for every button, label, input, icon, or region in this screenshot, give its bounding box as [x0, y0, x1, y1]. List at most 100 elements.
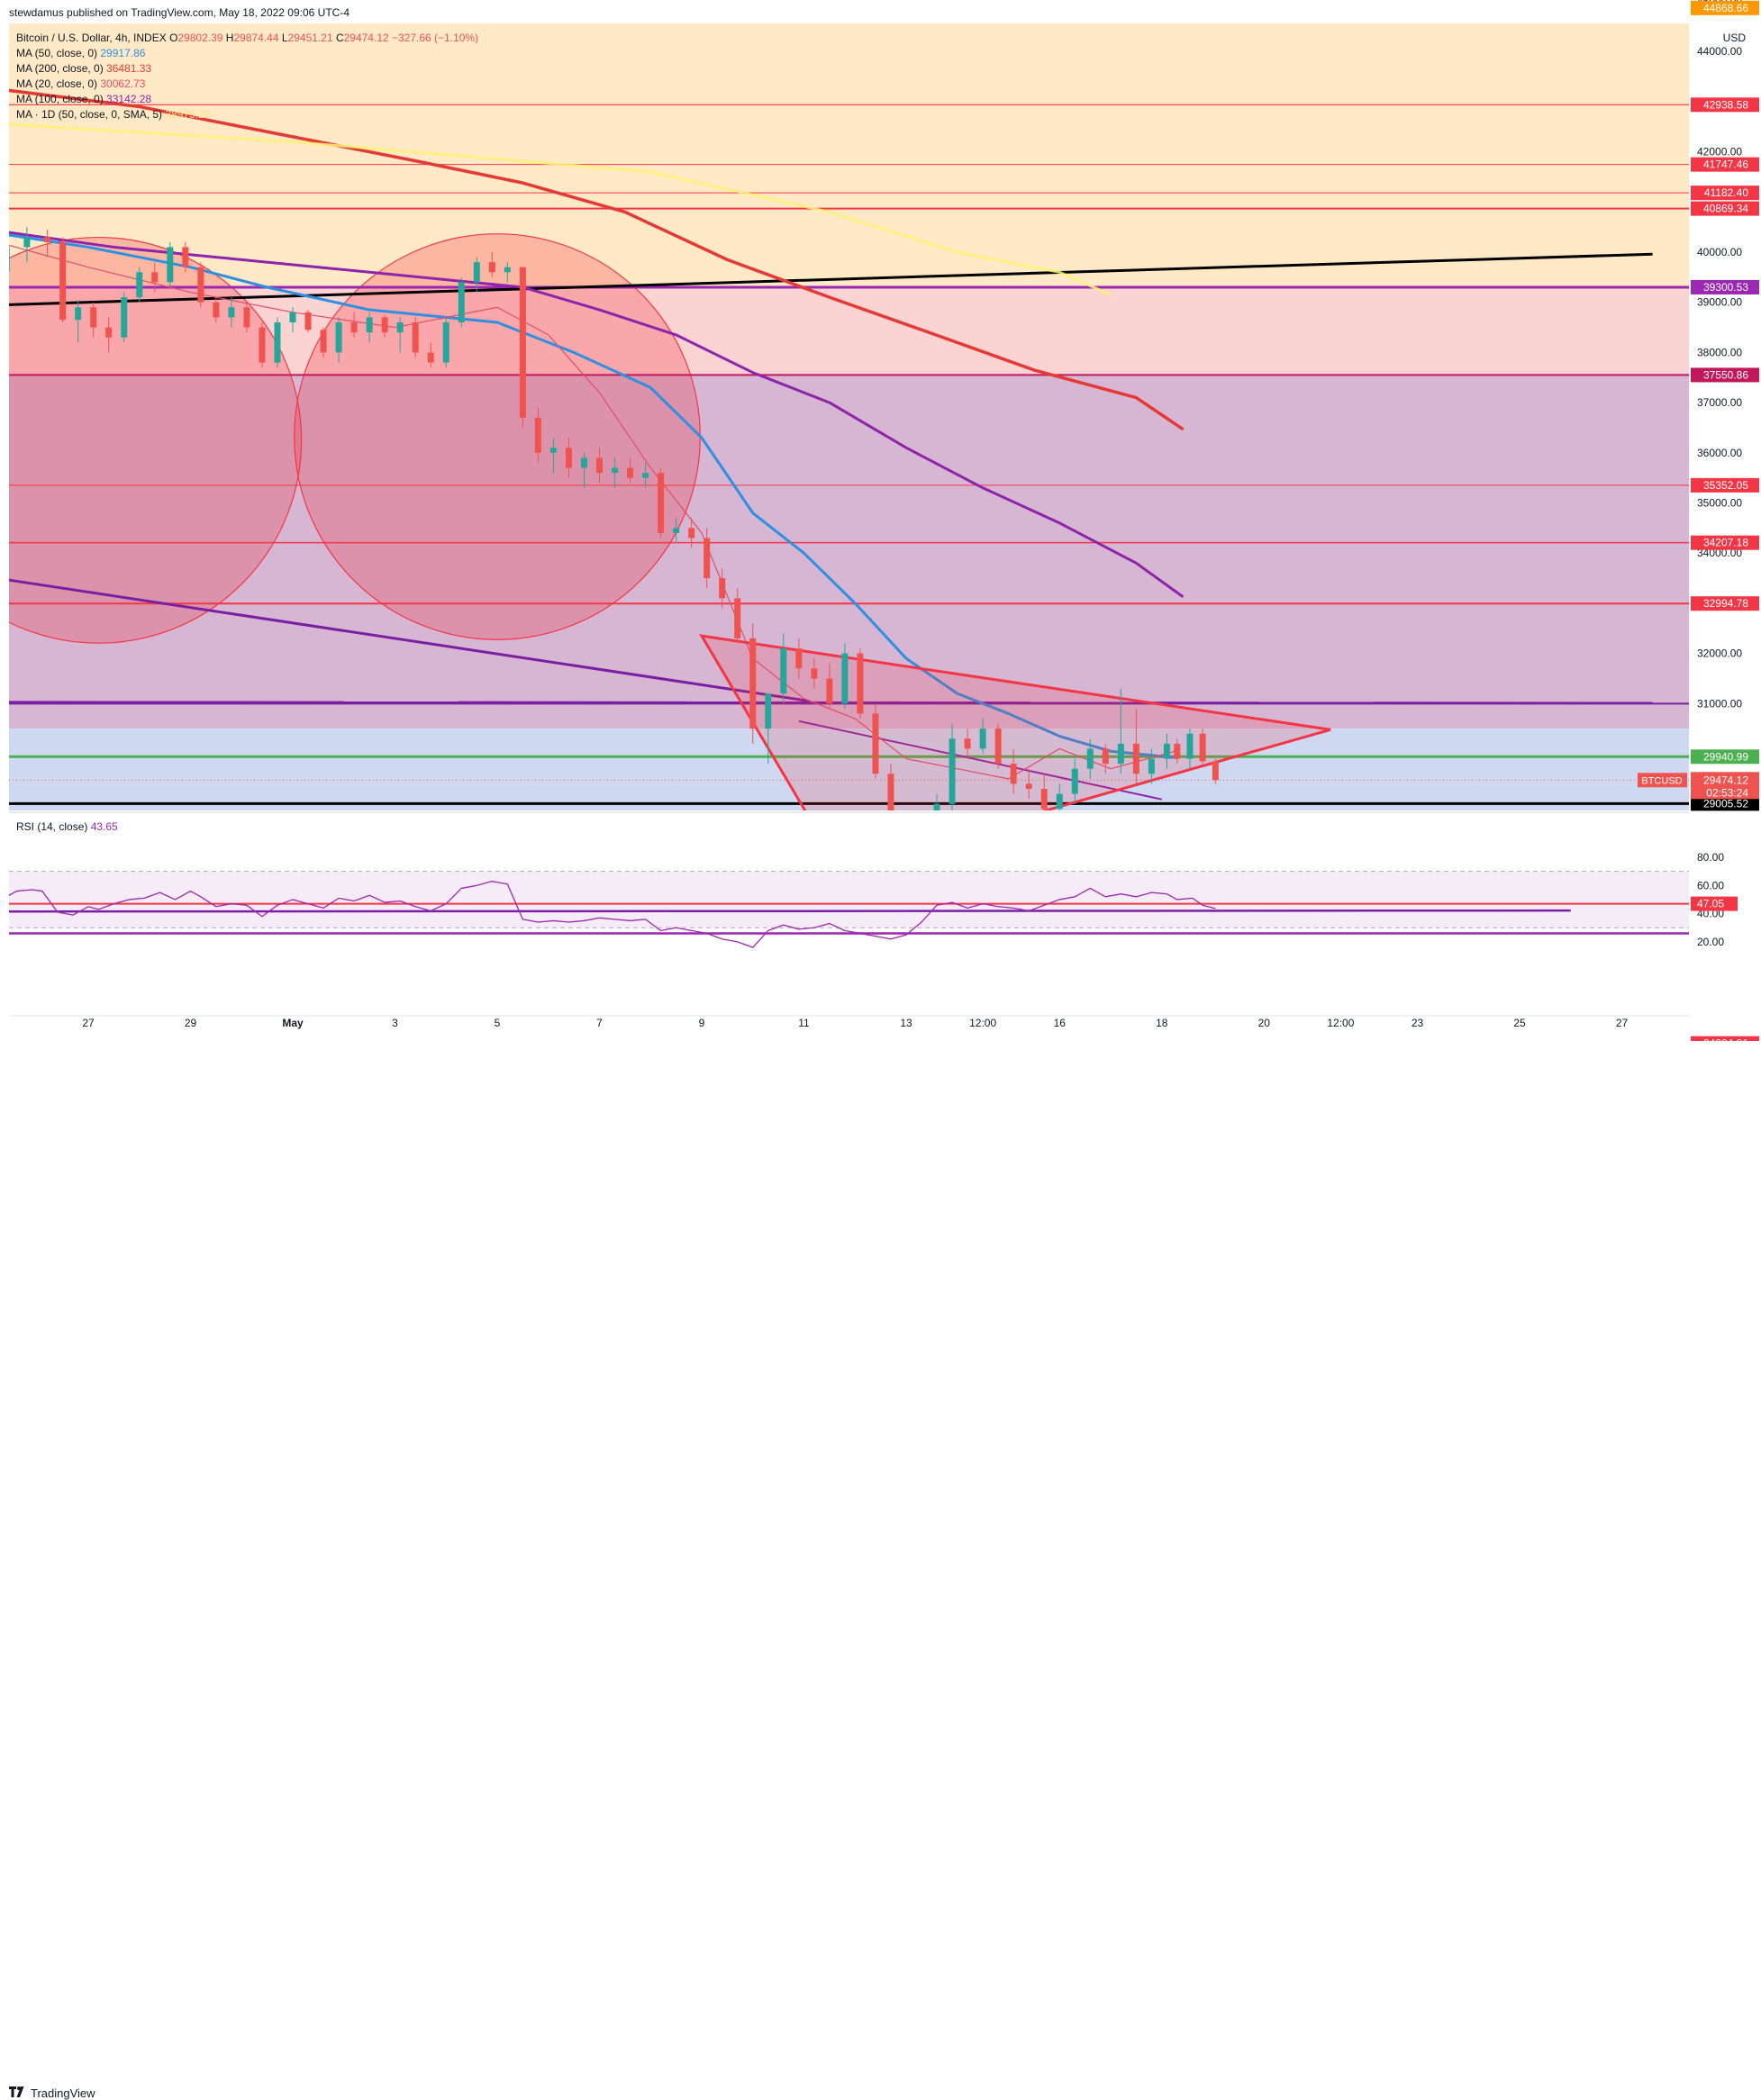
candle[interactable]: [719, 567, 726, 609]
level-price-tag[interactable]: 34207.18: [1691, 535, 1759, 550]
candle[interactable]: [243, 302, 250, 333]
candle[interactable]: [703, 528, 711, 589]
level-price-tag[interactable]: 35352.05: [1691, 477, 1759, 493]
candle[interactable]: [596, 448, 603, 484]
candle[interactable]: [167, 241, 174, 287]
candle[interactable]: [795, 638, 803, 679]
candle[interactable]: [488, 252, 495, 277]
candle[interactable]: [811, 658, 818, 689]
level-price-tag[interactable]: 42938.58: [1691, 97, 1759, 113]
level-tag-value: 40869.34: [1703, 203, 1748, 215]
candle[interactable]: [105, 317, 113, 353]
candle[interactable]: [182, 241, 189, 273]
candle[interactable]: [427, 342, 434, 368]
candle[interactable]: [335, 317, 342, 363]
candle[interactable]: [90, 302, 97, 338]
candle[interactable]: [1186, 729, 1194, 769]
candle[interactable]: [1132, 708, 1139, 784]
candle[interactable]: [565, 438, 572, 478]
candle[interactable]: [673, 518, 680, 544]
candle[interactable]: [228, 297, 235, 328]
candle[interactable]: [1025, 768, 1032, 800]
candle[interactable]: [887, 764, 894, 889]
candle[interactable]: [23, 227, 31, 263]
candle[interactable]: [658, 467, 665, 539]
candle[interactable]: [259, 321, 266, 368]
candle[interactable]: [933, 793, 940, 845]
candle[interactable]: [749, 623, 757, 744]
level-price-tag[interactable]: 29005.52: [1691, 796, 1759, 811]
candle[interactable]: [872, 703, 879, 779]
candle[interactable]: [151, 262, 159, 293]
candle[interactable]: [396, 317, 404, 353]
candle[interactable]: [688, 518, 695, 548]
candle[interactable]: [1148, 748, 1155, 784]
candle[interactable]: [1199, 729, 1206, 765]
candle[interactable]: [197, 262, 204, 308]
candle[interactable]: [1212, 758, 1219, 784]
level-price-tag[interactable]: 40869.34: [1691, 201, 1759, 216]
candle[interactable]: [121, 292, 128, 343]
candle[interactable]: [519, 267, 526, 428]
candle[interactable]: [734, 588, 741, 644]
candle[interactable]: [473, 257, 480, 293]
candle[interactable]: [580, 452, 587, 488]
candle[interactable]: [534, 407, 541, 463]
candle[interactable]: [381, 314, 388, 338]
candle[interactable]: [857, 648, 864, 720]
candle[interactable]: [1163, 733, 1170, 769]
candle[interactable]: [826, 663, 833, 709]
candle[interactable]: [1102, 743, 1109, 774]
candle[interactable]: [1174, 738, 1181, 765]
candle[interactable]: [994, 723, 1002, 769]
candle[interactable]: [350, 312, 358, 338]
candle[interactable]: [412, 317, 419, 358]
candlesticks[interactable]: [4, 227, 1219, 984]
level-price-tag[interactable]: 44868.66: [1691, 0, 1759, 15]
candle[interactable]: [964, 729, 971, 759]
level-price-tag[interactable]: 41182.40: [1691, 186, 1759, 201]
candle[interactable]: [44, 229, 51, 258]
candle[interactable]: [442, 317, 449, 368]
candle[interactable]: [274, 317, 281, 368]
candle[interactable]: [612, 457, 619, 488]
chart-canvas[interactable]: USD48000.0047000.0045000.0044000.0043000…: [0, 0, 1761, 1041]
candle[interactable]: [780, 633, 787, 704]
candle[interactable]: [1010, 748, 1017, 794]
level-price-tag[interactable]: 37550.86: [1691, 367, 1759, 383]
level-price-tag[interactable]: 29940.99: [1691, 749, 1759, 765]
candle[interactable]: [1117, 688, 1124, 774]
candle[interactable]: [366, 312, 373, 343]
candle[interactable]: [213, 297, 220, 322]
candle[interactable]: [289, 307, 296, 333]
candle[interactable]: [4, 237, 10, 282]
candle[interactable]: [979, 719, 986, 754]
candle[interactable]: [458, 276, 465, 328]
level-price-tag[interactable]: 39300.53: [1691, 279, 1759, 294]
rsi-level-tag[interactable]: 47.05: [1691, 896, 1738, 911]
candle[interactable]: [1071, 758, 1078, 804]
candle[interactable]: [765, 693, 772, 765]
candle[interactable]: [136, 267, 143, 303]
candle[interactable]: [59, 237, 67, 322]
time-axis[interactable]: 27 29 May 3 5 7 9 11 13 12:00 16 18 20 12:00 23 25 27: [9, 1015, 1689, 1029]
level-price-tag[interactable]: 24224.91: [1691, 1036, 1759, 1041]
candle[interactable]: [1056, 783, 1063, 819]
level-price-tag[interactable]: 41747.46: [1691, 157, 1759, 172]
candle[interactable]: [504, 262, 511, 283]
candle[interactable]: [549, 438, 557, 474]
candle[interactable]: [1040, 774, 1048, 819]
candle[interactable]: [627, 457, 634, 484]
ma200-line: [9, 88, 1185, 430]
candle[interactable]: [841, 643, 849, 709]
candle[interactable]: [320, 327, 327, 358]
level-price-tag[interactable]: 32994.78: [1691, 596, 1759, 611]
candle[interactable]: [949, 723, 956, 814]
candle[interactable]: [304, 310, 312, 333]
ohlc-part: C: [336, 32, 344, 44]
candle[interactable]: [642, 462, 649, 488]
candle[interactable]: [75, 299, 82, 343]
candle[interactable]: [1086, 738, 1094, 779]
tradingview-logo[interactable]: TradingView: [9, 2086, 95, 2100]
